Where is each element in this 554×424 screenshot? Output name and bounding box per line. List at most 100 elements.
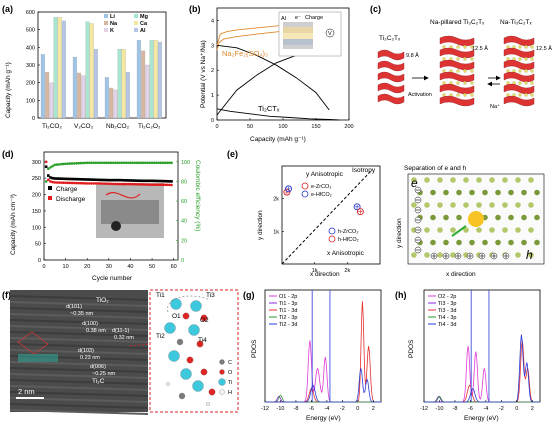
ce-pt-15	[75, 161, 78, 165]
g-legend-label-4: Ti2 - 3d	[279, 322, 297, 328]
discharge-pt-16	[77, 181, 80, 185]
ce-pt-3	[49, 166, 52, 169]
discharge-pt-44	[137, 183, 141, 186]
atom-c-12	[178, 392, 186, 400]
ce-pt-26	[98, 161, 102, 165]
discharge-pt-51	[152, 183, 156, 187]
lattice-atom-4-3	[450, 227, 456, 233]
atom-h-15	[166, 382, 170, 386]
ce-pt-36	[120, 161, 124, 165]
g-xtick-3: -6	[309, 406, 314, 412]
tem-label-5: 0.32 nm	[114, 335, 134, 341]
ti3c2-right-sheet-4	[503, 83, 535, 95]
tem-label-0: d(101)	[66, 304, 82, 310]
atom-c-6	[176, 338, 184, 346]
tem-label-2: d(100)	[82, 321, 98, 327]
lattice-atom-6-8	[515, 252, 521, 258]
discharge-pt-20	[85, 182, 89, 185]
ti3c2-right-na-3-3	[524, 81, 528, 85]
charge-pt-18	[81, 178, 85, 181]
discharge-pt-12	[68, 181, 72, 185]
ti3c2-mid-na-0-2	[456, 45, 460, 49]
hole-sign-1	[444, 254, 448, 258]
charge-pt-28	[103, 178, 106, 182]
g-xtick-5: -2	[340, 406, 345, 412]
lattice-atom-3-3	[456, 214, 462, 221]
h-xtick-1: -10	[435, 406, 443, 412]
panel-label-c: (c)	[370, 4, 381, 14]
h-curve-4	[424, 334, 540, 403]
discharge-pt-43	[135, 182, 139, 186]
charge-pt-31	[109, 178, 113, 182]
atom-o-14	[208, 388, 216, 396]
d-ytick-6: 300	[32, 160, 41, 166]
ti3c2-mid-na-1-3	[463, 57, 467, 61]
bar-al-1	[93, 48, 98, 119]
legend-label-mg: Mg	[140, 14, 148, 20]
discharge-pt-31	[109, 182, 113, 186]
legend-label-ca: Ca	[140, 21, 148, 27]
panel-b-curve1-label: Na₂Fe₂(SO₄)₃	[222, 49, 268, 58]
discharge-pt-21	[88, 182, 91, 185]
b-xtick-2: 100	[278, 124, 287, 130]
h-xtick-0: -12	[420, 406, 428, 412]
discharge-pt-37	[122, 182, 126, 186]
panel-d: (d) 0 10 20 30 40 50 60 0 50 100 150 200 250 300 0 20 40…	[2, 149, 201, 282]
ti3c2-mid-sheet-5	[439, 95, 475, 107]
tem-fringe-2	[9, 307, 149, 313]
ce-pt-18	[81, 161, 85, 165]
legend-h-zr-marker	[328, 227, 336, 235]
e-ytick-0: 1k	[273, 229, 279, 235]
panel-a-bars	[40, 17, 162, 119]
b-line-1	[216, 108, 340, 121]
ce-pt-46	[142, 161, 145, 165]
discharge-pt-46	[142, 183, 145, 186]
charge-pt-53	[157, 179, 160, 183]
legend-h-zr: h-ZrCO₂	[338, 229, 358, 235]
tem-label-8: d(006)	[90, 364, 106, 370]
bar-ca-2	[121, 48, 126, 119]
tem-label-6: d(103)	[78, 348, 94, 354]
a-ytick-2: 200	[26, 81, 35, 87]
lattice-atom-6-3	[450, 252, 456, 258]
charge-pt-34	[116, 178, 119, 182]
b-xtick-4: 200	[344, 124, 353, 130]
ti3c2-right-sheet-3	[503, 71, 535, 83]
charge-pt-17	[79, 177, 83, 181]
panel-b-ticks: 0 50 100 150 200 0 1 2 3 4	[211, 18, 354, 130]
ce-pt-45	[139, 161, 143, 165]
charge-pt-52	[155, 179, 158, 183]
legend-discharge: Discharge	[56, 196, 86, 203]
bar-li-0	[40, 54, 45, 119]
photo-battery	[111, 221, 121, 231]
lattice-atom-5-3	[456, 239, 462, 246]
lattice-atom-1-3	[456, 189, 462, 196]
d-y2tick-0: 0	[181, 258, 184, 264]
panel-e-points	[283, 185, 364, 216]
ti3c2-right-na-4-2	[518, 93, 522, 97]
e-ytick-1: 2k	[273, 197, 279, 203]
g-legend-label-2: Ti1 - 3d	[279, 308, 297, 314]
discharge-pt-34	[116, 182, 119, 186]
g-xtick-2: -8	[293, 406, 298, 412]
b-ytick-2: 2	[211, 68, 214, 74]
legend-e-zr: e-ZrCO₂	[311, 184, 331, 190]
photo-device	[101, 200, 159, 224]
tem-labels: d(101)~0.35 nm d(100)0.38 nm d(11-1)0.32 n…	[66, 304, 134, 377]
legend-e-zr-marker	[301, 182, 309, 190]
lattice-atom-4-7	[502, 227, 508, 233]
g-legend-label-1: Ti1 - 3p	[279, 301, 297, 307]
inset-electron: e⁻	[295, 15, 301, 21]
tem-fringe-8	[9, 343, 149, 349]
ti3c2-mid-na-1-4	[470, 57, 474, 61]
lattice-atom-3-7	[508, 214, 514, 221]
ti3c2-mid-sheet-4	[439, 83, 475, 95]
panel-a-yticks: 0 100 200 300 400 500 600	[26, 10, 40, 122]
lattice-atom-0-4	[463, 177, 469, 183]
legend-e-hf-marker	[301, 190, 309, 198]
panel-e-ylabel: y direction	[257, 210, 264, 240]
discharge-pt-57	[165, 183, 169, 187]
lattice-atom-4-4	[463, 227, 469, 233]
discharge-pt-29	[105, 182, 108, 185]
ti3c2-mid-na-0-4	[470, 45, 474, 49]
